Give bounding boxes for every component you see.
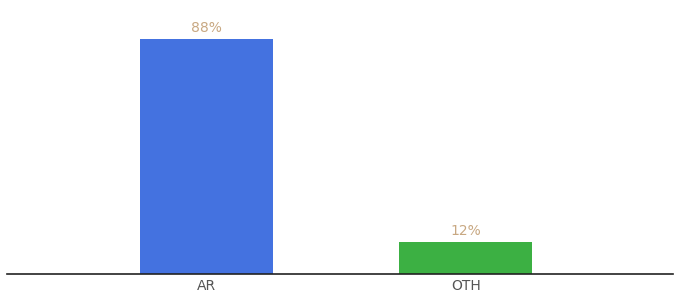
Text: 88%: 88% [191, 21, 222, 35]
Bar [399, 242, 532, 274]
Bar [140, 39, 273, 274]
Text: 12%: 12% [450, 224, 481, 238]
